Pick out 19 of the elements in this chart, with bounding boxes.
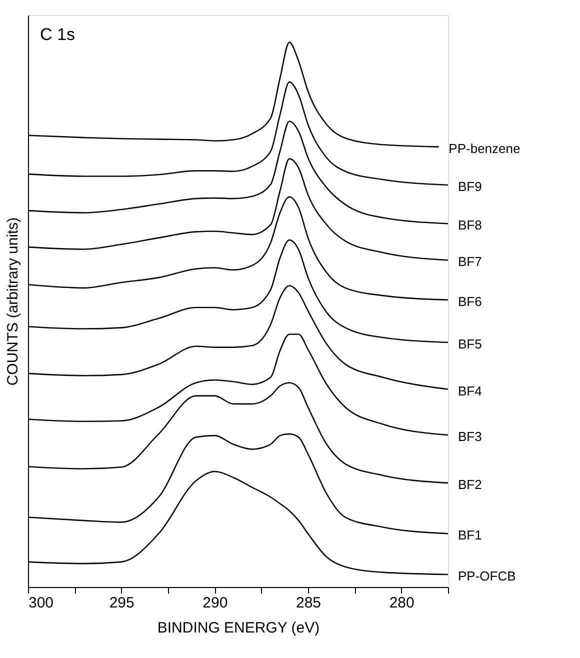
series-label: PP-benzene	[448, 140, 520, 156]
series-label: BF8	[458, 218, 482, 233]
series-label: BF4	[458, 383, 482, 398]
series-label: BF9	[458, 178, 482, 194]
series-label: BF3	[458, 429, 482, 444]
x-tick-label: 300	[28, 594, 54, 612]
series-label: BF6	[458, 294, 482, 309]
series-label: PP-OFCB	[458, 568, 516, 584]
x-tick-label: 295	[109, 594, 134, 612]
x-axis-title: BINDING ENERGY (eV)	[157, 620, 320, 636]
series-label: BF2	[458, 476, 482, 492]
series-label: BF7	[458, 254, 482, 270]
x-tick-label: 280	[389, 594, 414, 612]
x-tick-label: 290	[202, 594, 228, 612]
series-label: BF5	[458, 336, 482, 352]
annotation: C 1s	[40, 25, 75, 44]
x-tick-label: 285	[296, 594, 322, 612]
series-label: BF1	[458, 528, 482, 543]
y-axis-title: COUNTS (arbitrary units)	[4, 217, 22, 386]
